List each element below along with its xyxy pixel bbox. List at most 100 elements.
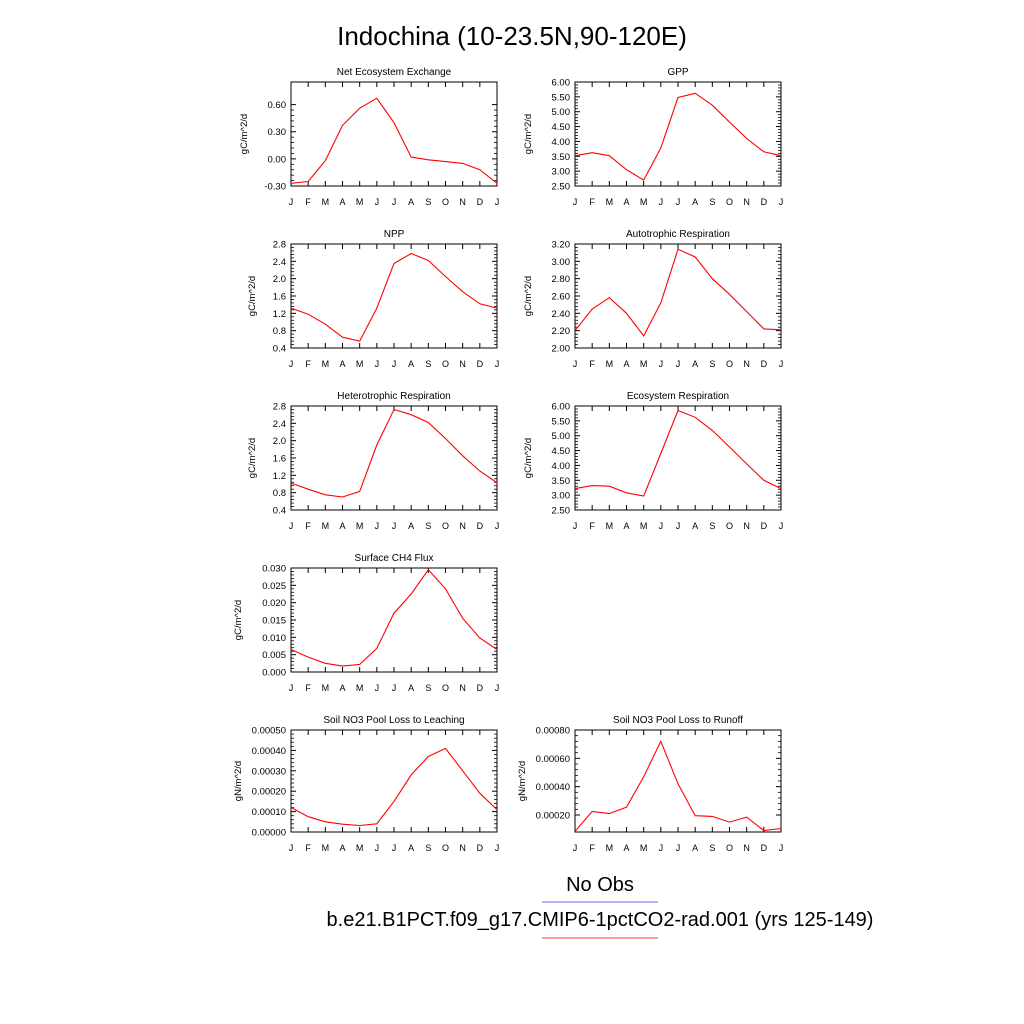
- x-tick-label: D: [761, 359, 768, 369]
- x-tick-label: A: [408, 521, 414, 531]
- series-line: [290, 747, 498, 827]
- x-tick-label: A: [623, 359, 629, 369]
- y-tick-label: 0.00020: [252, 787, 286, 798]
- x-tick-label: M: [606, 843, 614, 853]
- x-tick-label: A: [408, 359, 414, 369]
- x-tick-label: J: [573, 197, 578, 207]
- plot-frame: [290, 243, 498, 349]
- x-tick-label: S: [425, 843, 431, 853]
- y-tick-label: 0.00000: [252, 828, 286, 839]
- series-line: [574, 92, 782, 181]
- x-tick-label: M: [640, 359, 648, 369]
- plot-frame: [290, 567, 498, 673]
- x-tick-label: A: [692, 359, 698, 369]
- y-tick-label: 2.50: [552, 182, 571, 193]
- y-tick-label: 2.80: [552, 274, 571, 285]
- series-line: [574, 409, 782, 497]
- y-tick-label: 2.4: [273, 257, 286, 268]
- x-tick-label: M: [322, 843, 330, 853]
- y-tick-label: 0.00030: [252, 766, 286, 777]
- x-tick-label: A: [408, 197, 414, 207]
- series-line: [290, 97, 498, 184]
- x-tick-label: N: [459, 197, 466, 207]
- x-tick-label: M: [322, 521, 330, 531]
- y-tick-label: 3.00: [552, 167, 571, 178]
- y-tick-label: 3.50: [552, 152, 571, 163]
- y-tick-label: -0.30: [264, 182, 286, 193]
- x-tick-label: J: [289, 359, 294, 369]
- figure-title: Indochina (10-23.5N,90-120E): [337, 21, 687, 51]
- x-tick-label: J: [375, 197, 380, 207]
- x-tick-label: S: [709, 197, 715, 207]
- panel-title: Soil NO3 Pool Loss to Leaching: [323, 715, 464, 726]
- panel-title: Heterotrophic Respiration: [337, 391, 450, 402]
- x-tick-label: J: [659, 843, 664, 853]
- y-axis-label: gC/m^2/d: [247, 438, 258, 478]
- y-tick-label: 1.2: [273, 309, 286, 320]
- x-tick-label: A: [692, 843, 698, 853]
- x-tick-label: J: [289, 683, 294, 693]
- x-tick-label: J: [676, 197, 681, 207]
- x-tick-label: A: [339, 843, 345, 853]
- y-tick-label: 2.8: [273, 402, 286, 413]
- x-tick-label: J: [779, 521, 784, 531]
- x-tick-label: F: [305, 359, 311, 369]
- x-tick-label: J: [495, 359, 500, 369]
- x-tick-label: O: [726, 521, 733, 531]
- x-tick-label: N: [459, 843, 466, 853]
- x-tick-label: N: [743, 197, 750, 207]
- panel-title: Surface CH4 Flux: [355, 553, 434, 564]
- x-tick-label: N: [743, 843, 750, 853]
- x-tick-label: J: [779, 197, 784, 207]
- x-tick-label: O: [726, 359, 733, 369]
- x-tick-label: D: [761, 521, 768, 531]
- x-tick-label: S: [425, 197, 431, 207]
- x-tick-label: O: [442, 521, 449, 531]
- y-tick-label: 2.4: [273, 419, 286, 430]
- y-tick-label: 0.4: [273, 344, 286, 355]
- x-tick-label: J: [676, 521, 681, 531]
- x-tick-label: J: [659, 521, 664, 531]
- series-line: [574, 739, 782, 832]
- x-tick-label: J: [573, 521, 578, 531]
- y-tick-label: 0.00010: [252, 807, 286, 818]
- x-tick-label: A: [692, 521, 698, 531]
- x-tick-label: F: [305, 197, 311, 207]
- legend: No Obs b.e21.B1PCT.f09_g17.CMIP6-1pctCO2…: [327, 874, 873, 939]
- y-tick-label: 1.2: [273, 471, 286, 482]
- x-tick-label: J: [375, 683, 380, 693]
- y-tick-label: 3.00: [552, 491, 571, 502]
- x-tick-label: J: [495, 843, 500, 853]
- series-line: [290, 408, 498, 498]
- x-tick-label: F: [305, 843, 311, 853]
- y-tick-label: 0.020: [262, 598, 286, 609]
- x-tick-label: A: [408, 843, 414, 853]
- x-tick-label: N: [459, 359, 466, 369]
- x-tick-label: F: [589, 521, 595, 531]
- y-tick-label: 0.030: [262, 564, 286, 575]
- y-tick-label: 0.000: [262, 668, 286, 679]
- panel-title: GPP: [667, 67, 688, 78]
- x-tick-label: M: [356, 197, 364, 207]
- y-tick-label: 5.50: [552, 416, 571, 427]
- plot-frame: [290, 405, 498, 511]
- x-tick-label: A: [408, 683, 414, 693]
- x-tick-label: M: [322, 359, 330, 369]
- y-tick-label: 0.005: [262, 650, 286, 661]
- x-tick-label: M: [322, 197, 330, 207]
- y-tick-label: 4.00: [552, 137, 571, 148]
- y-axis-label: gC/m^2/d: [523, 114, 534, 154]
- x-tick-label: M: [606, 521, 614, 531]
- panel-title: NPP: [384, 229, 405, 240]
- x-tick-label: J: [375, 359, 380, 369]
- x-tick-label: M: [356, 521, 364, 531]
- x-tick-label: D: [477, 843, 484, 853]
- y-tick-label: 3.20: [552, 240, 571, 251]
- x-tick-label: A: [692, 197, 698, 207]
- x-tick-label: M: [606, 197, 614, 207]
